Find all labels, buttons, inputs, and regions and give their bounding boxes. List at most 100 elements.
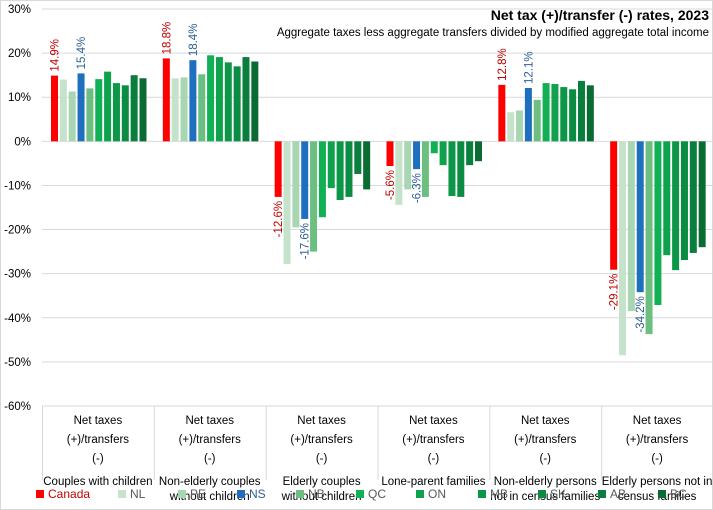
bar-nl-4 (507, 112, 515, 142)
bar-bc-4 (586, 85, 594, 142)
data-label-ns: -34.2% (635, 296, 647, 332)
bar-sk-2 (345, 141, 353, 197)
bar-ab-0 (130, 75, 138, 142)
bar-nl-5 (619, 141, 627, 356)
bar-ns-0 (77, 73, 85, 142)
y-tick-label: -40% (4, 313, 31, 325)
y-tick-label: -60% (4, 401, 31, 413)
y-tick-label: 20% (8, 48, 31, 60)
bar-qc-5 (654, 141, 662, 305)
legend-item-nb: NB (296, 487, 325, 501)
bar-mb-2 (336, 141, 344, 201)
legend-swatch (658, 490, 666, 498)
bar-bc-1 (251, 61, 259, 142)
legend-swatch (296, 490, 304, 498)
bar-qc-2 (318, 141, 326, 218)
bar-ab-1 (242, 57, 250, 142)
bar-mb-5 (672, 141, 680, 271)
bar-nl-3 (395, 141, 403, 205)
data-label-ns: 15.4% (76, 37, 88, 70)
legend-label: AB (610, 487, 627, 501)
chart-subtitle: Aggregate taxes less aggregate transfers… (276, 27, 709, 39)
bar-bc-5 (698, 141, 706, 248)
bar-on-3 (439, 141, 447, 166)
bar-ab-5 (689, 141, 697, 253)
bar-on-2 (327, 141, 335, 189)
bar-mb-4 (560, 87, 568, 142)
legend-label: ON (428, 487, 446, 501)
legend-swatch (36, 490, 44, 498)
category-label: Net taxes (+)/transfers (-) Non-elderly c… (154, 412, 266, 505)
legend-item-bc: BC (658, 487, 687, 501)
category-header: Net taxes (+)/transfers (-) (290, 415, 353, 465)
data-label-canada: -5.6% (385, 170, 397, 200)
legend-item-nl: NL (118, 487, 145, 501)
category-label: Net taxes (+)/transfers (-) Couples with … (42, 412, 154, 490)
bar-nb-3 (421, 141, 429, 197)
bar-canada-1 (162, 58, 170, 142)
bar-ns-5 (636, 141, 644, 293)
bar-nl-0 (59, 79, 67, 142)
category-name: Non-elderly couples without children (158, 476, 261, 503)
bar-pe-5 (627, 141, 635, 312)
legend-label: NB (308, 487, 325, 501)
bar-on-1 (215, 57, 223, 142)
bar-nb-4 (533, 99, 541, 142)
data-label-canada: 14.9% (50, 39, 62, 72)
bar-ab-4 (577, 80, 585, 142)
legend-item-ns: NS (237, 487, 266, 501)
category-header: Net taxes (+)/transfers (-) (402, 415, 465, 465)
bar-pe-4 (516, 110, 524, 142)
bar-nb-0 (86, 88, 94, 142)
bar-qc-3 (430, 141, 438, 154)
bar-qc-1 (207, 55, 215, 142)
y-tick-label: 10% (8, 92, 31, 104)
bar-ns-3 (413, 141, 421, 170)
bar-sk-0 (121, 85, 129, 142)
bar-on-4 (551, 83, 559, 142)
bar-pe-1 (180, 77, 188, 142)
bar-ns-2 (301, 141, 309, 219)
bar-nb-5 (645, 141, 653, 335)
legend-label: NS (249, 487, 266, 501)
bar-qc-0 (95, 79, 103, 142)
bar-on-0 (104, 71, 112, 142)
data-label-ns: -6.3% (412, 173, 424, 203)
legend-swatch (538, 490, 546, 498)
legend-item-canada: Canada (36, 487, 90, 501)
bar-ns-1 (189, 60, 197, 142)
bar-sk-3 (457, 141, 465, 197)
legend-label: BC (670, 487, 687, 501)
y-tick-label: 30% (8, 4, 31, 16)
bar-canada-3 (386, 141, 394, 167)
bar-pe-0 (68, 91, 76, 142)
bar-mb-3 (448, 141, 456, 197)
legend-item-mb: MB (478, 487, 508, 501)
legend-item-qc: QC (356, 487, 386, 501)
y-tick-label: -30% (4, 269, 31, 281)
bar-pe-3 (404, 141, 412, 190)
bar-qc-4 (542, 83, 550, 142)
category-name: Couples with children (43, 476, 153, 488)
legend-label: Canada (48, 487, 91, 501)
bar-bc-2 (363, 141, 371, 190)
legend-label: NL (130, 487, 146, 501)
data-label-canada: 12.8% (497, 48, 509, 81)
bar-nb-2 (310, 141, 318, 252)
bar-bc-0 (139, 78, 147, 142)
legend-swatch (237, 490, 245, 498)
legend-swatch (598, 490, 606, 498)
legend-swatch (356, 490, 364, 498)
bar-nl-2 (283, 141, 291, 264)
legend-label: SK (550, 487, 567, 501)
legend-swatch (178, 490, 186, 498)
y-tick-label: 0% (14, 136, 31, 148)
legend: Canada NL PE NS NB QC ON MB SK AB BC (0, 487, 713, 505)
legend-item-pe: PE (178, 487, 206, 501)
data-label-ns: -17.6% (300, 223, 312, 259)
bar-ab-2 (354, 141, 362, 174)
data-label-canada: -12.6% (273, 201, 285, 237)
category-label: Net taxes (+)/transfers (-) Lone-parent f… (378, 412, 490, 490)
bar-ns-4 (524, 87, 532, 142)
